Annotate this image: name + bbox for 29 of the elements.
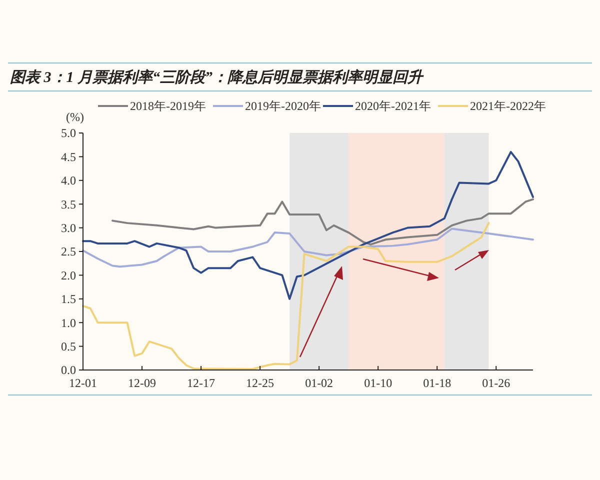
y-tick-label: 1.0 — [61, 316, 76, 330]
y-tick-label: 3.5 — [61, 197, 76, 212]
x-tick-label: 01-10 — [364, 376, 392, 390]
legend-label: 2020年-2021年 — [355, 99, 431, 114]
y-axis-title: (%) — [66, 110, 84, 124]
y-tick-label: 3.0 — [61, 221, 76, 235]
x-tick-label: 12-09 — [128, 376, 156, 390]
y-tick-label: 4.5 — [61, 150, 76, 164]
x-tick-label: 01-18 — [423, 376, 452, 390]
y-tick-label: 4.0 — [61, 174, 76, 188]
y-tick-label: 0.0 — [61, 363, 76, 378]
y-tick-label: 2.0 — [61, 268, 76, 282]
line-series — [82, 228, 534, 268]
legend-label: 2021年-2022年 — [470, 99, 546, 114]
line-series — [82, 222, 490, 370]
y-tick-label: 2.5 — [61, 244, 76, 259]
line-series — [112, 198, 534, 246]
x-tick-label: 12-01 — [69, 376, 97, 390]
x-tick-label: 01-26 — [482, 376, 510, 390]
x-tick-label: 01-02 — [305, 376, 334, 390]
chart-title: 图表 3：1 月票据利率“三阶段”：降息后明显票据利率明显回升 — [10, 68, 424, 86]
x-tick-label: 12-17 — [187, 376, 216, 390]
legend-label: 2018年-2019年 — [130, 99, 206, 114]
y-tick-label: 5.0 — [61, 126, 76, 140]
legend-label: 2019年-2020年 — [245, 99, 321, 114]
y-tick-label: 1.5 — [61, 292, 76, 306]
line-series — [82, 150, 534, 300]
x-tick-label: 12-25 — [246, 376, 274, 390]
y-tick-label: 0.5 — [61, 340, 76, 354]
